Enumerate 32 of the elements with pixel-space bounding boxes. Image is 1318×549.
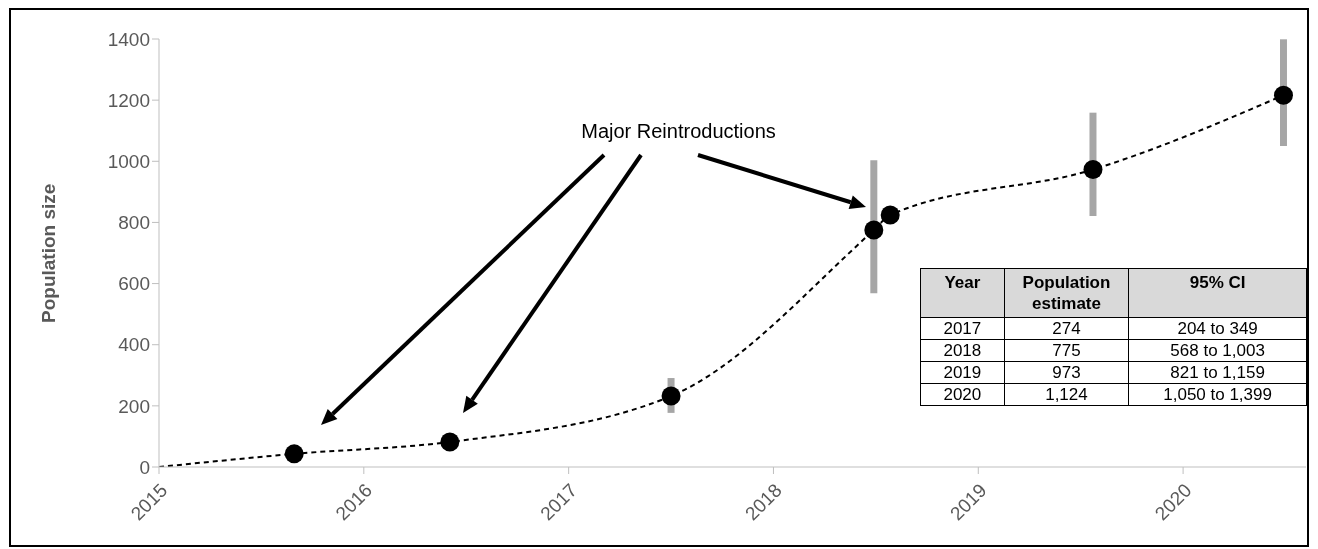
annotation: 2019 [920,361,1005,384]
annotation: 2017 [920,317,1005,340]
y-tick-label: 600 [118,273,150,295]
point [1273,85,1293,105]
y-tick-label: 1000 [107,151,150,173]
point [661,386,681,406]
annotation: Major Reintroductions [580,120,777,143]
annotation: Population estimate [1004,268,1129,318]
y-tick-label: 800 [118,212,150,234]
y-tick-label: 200 [118,395,150,417]
annotation: 274 [1004,317,1129,340]
y-tick-label: 0 [139,456,150,478]
annotation: 775 [1004,339,1129,362]
annotation: 568 to 1,003 [1128,339,1307,362]
annotation: 2018 [920,339,1005,362]
point [880,205,900,225]
point [284,444,304,464]
annotation: 2020 [920,383,1005,406]
annotation: 1,124 [1004,383,1129,406]
y-tick-label: 400 [118,334,150,356]
annotation: 973 [1004,361,1129,384]
annotation: 1,050 to 1,399 [1128,383,1307,406]
annotation: Year [920,268,1005,318]
y-tick-label: 1400 [107,28,150,50]
point [864,220,884,240]
y-axis-title: Population size [37,183,59,323]
point [440,432,460,452]
annotation: 204 to 349 [1128,317,1307,340]
annotation: 821 to 1,159 [1128,361,1307,384]
annotation: 95% CI [1128,268,1307,318]
point [1083,160,1103,180]
y-tick-label: 1200 [107,89,150,111]
